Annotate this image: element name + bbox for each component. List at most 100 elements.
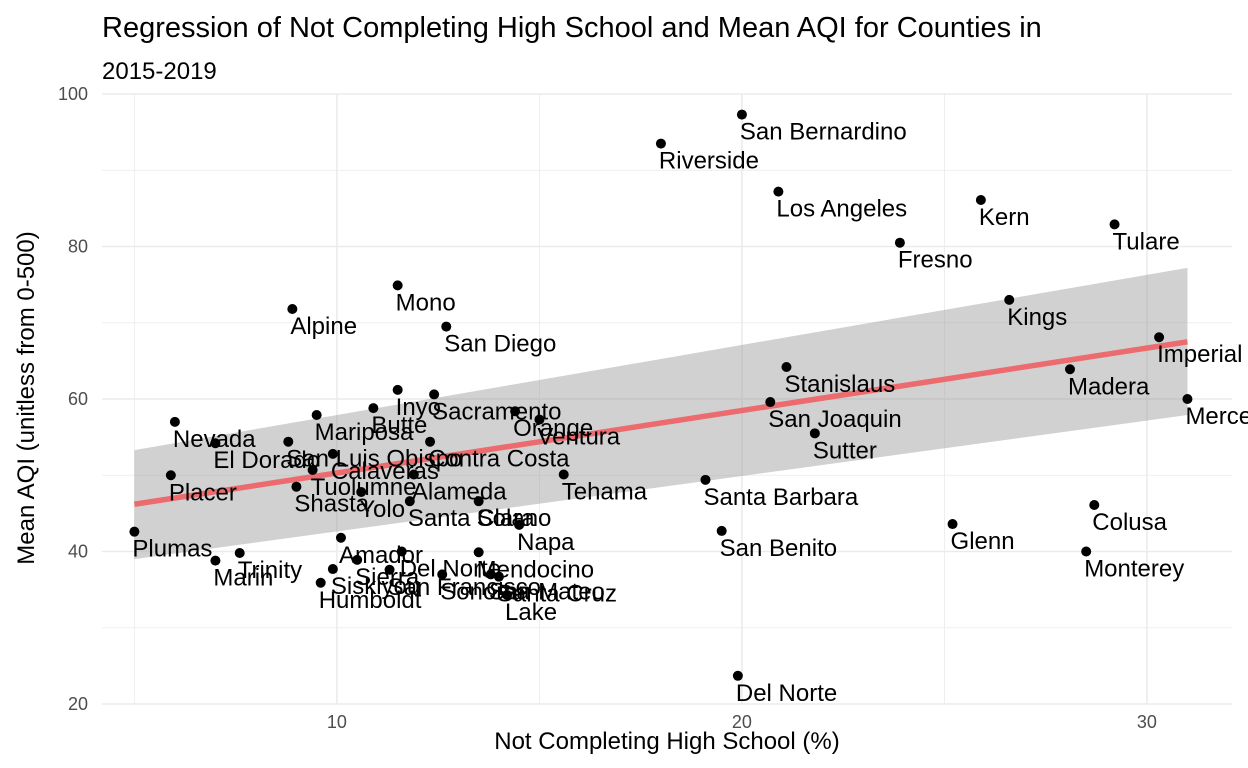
- regression-line: [133, 339, 1188, 507]
- data-point: [384, 564, 395, 575]
- point-label: Lake: [505, 599, 557, 626]
- data-point: [1182, 394, 1193, 404]
- point-label: San Mateo: [489, 578, 605, 605]
- data-point: [335, 532, 346, 543]
- data-point: [894, 237, 905, 248]
- point-label: Fresno: [898, 247, 973, 274]
- point-label: Siskiyou: [331, 573, 420, 600]
- point-label: Santa Clara: [408, 505, 535, 532]
- data-point: [352, 554, 363, 565]
- data-point: [315, 577, 326, 588]
- data-point: [1064, 364, 1075, 375]
- data-point: [441, 321, 452, 332]
- point-label: Mendocino: [477, 556, 594, 583]
- axis-ticks: 10 20 30 20 40 60 80 100: [58, 84, 1157, 732]
- x-tick-label: 30: [1137, 712, 1157, 732]
- chart-title: Regression of Not Completing High School…: [102, 12, 1042, 44]
- point-label: Monterey: [1084, 556, 1184, 583]
- point-label: Sonoma: [440, 578, 530, 605]
- data-point: [510, 406, 521, 417]
- data-point: [947, 519, 958, 530]
- data-point: [1081, 546, 1092, 557]
- confidence-band: [134, 267, 1188, 560]
- data-point: [311, 410, 322, 421]
- data-point: [392, 384, 403, 395]
- data-point: [473, 496, 484, 507]
- data-point: [485, 569, 496, 580]
- point-label: Sierra: [355, 564, 420, 591]
- y-tick-label: 60: [68, 389, 88, 409]
- point-label: Tuolumne: [311, 474, 417, 501]
- x-tick-label: 10: [327, 712, 347, 732]
- point-label: Merced: [1185, 403, 1248, 430]
- point-label: Nevada: [173, 426, 256, 453]
- y-tick-label: 20: [68, 694, 88, 714]
- point-label: San Francisco: [388, 574, 541, 601]
- point-label: Sacramento: [432, 398, 561, 425]
- point-label: Santa Barbara: [703, 484, 858, 511]
- data-point: [716, 525, 727, 536]
- data-point: [534, 414, 545, 425]
- point-label: Imperial: [1157, 341, 1242, 368]
- point-label: Los Angeles: [776, 196, 907, 223]
- data-point: [655, 138, 666, 149]
- data-point: [408, 469, 419, 480]
- point-label: Alameda: [412, 478, 507, 505]
- x-tick-label: 20: [732, 712, 752, 732]
- point-label: Glenn: [951, 528, 1015, 555]
- point-label: Kings: [1007, 304, 1067, 331]
- data-point: [502, 589, 513, 600]
- point-label: Plumas: [132, 536, 212, 563]
- data-point: [1154, 332, 1165, 343]
- data-point: [234, 548, 245, 559]
- data-point: [765, 397, 776, 408]
- point-label: Placer: [169, 479, 237, 506]
- data-point: [307, 464, 318, 475]
- point-label: Humboldt: [319, 587, 422, 614]
- point-label: Amador: [339, 542, 423, 569]
- data-point: [129, 526, 140, 537]
- confidence-band-layer: [133, 267, 1188, 560]
- point-label: San Luis Obispo: [286, 446, 462, 473]
- point-label: El Dorado: [213, 447, 320, 474]
- point-label: Contra Costa: [428, 446, 570, 473]
- x-axis-title: Not Completing High School (%): [494, 728, 839, 755]
- y-axis-title: Mean AQI (unitless from 0-500): [13, 231, 40, 564]
- point-label: Inyo: [396, 394, 441, 421]
- data-point: [809, 428, 820, 439]
- point-label: Ventura: [537, 424, 620, 451]
- point-label: Shasta: [294, 491, 369, 518]
- point-label: Del Norte: [736, 680, 837, 707]
- point-label: Tehama: [562, 478, 648, 505]
- point-label: Mono: [396, 289, 456, 316]
- data-point: [392, 280, 403, 291]
- point-label: Marin: [213, 565, 273, 592]
- point-label: Butte: [371, 412, 427, 439]
- point-label: San Benito: [720, 535, 837, 562]
- data-point: [327, 448, 338, 459]
- data-point: [210, 438, 221, 449]
- data-points: [129, 109, 1193, 681]
- point-label: Colusa: [1092, 509, 1167, 536]
- point-label: Yolo: [359, 496, 405, 523]
- data-point: [736, 109, 747, 120]
- data-point: [437, 569, 448, 580]
- point-label: Solano: [477, 505, 552, 532]
- y-tick-label: 80: [68, 237, 88, 257]
- data-point: [514, 519, 525, 530]
- data-point: [287, 304, 298, 315]
- data-point: [327, 564, 338, 575]
- point-label: Kern: [979, 204, 1030, 231]
- data-point: [1109, 219, 1120, 230]
- data-point: [429, 389, 440, 400]
- point-label: Alpine: [290, 313, 357, 340]
- point-label: Mariposa: [315, 419, 414, 446]
- data-point: [356, 487, 367, 498]
- data-point: [396, 546, 407, 557]
- point-label: Tulare: [1113, 228, 1180, 255]
- point-label: San Diego: [444, 331, 556, 358]
- chart-subtitle: 2015-2019: [102, 58, 217, 85]
- grid-lines: [102, 93, 1232, 705]
